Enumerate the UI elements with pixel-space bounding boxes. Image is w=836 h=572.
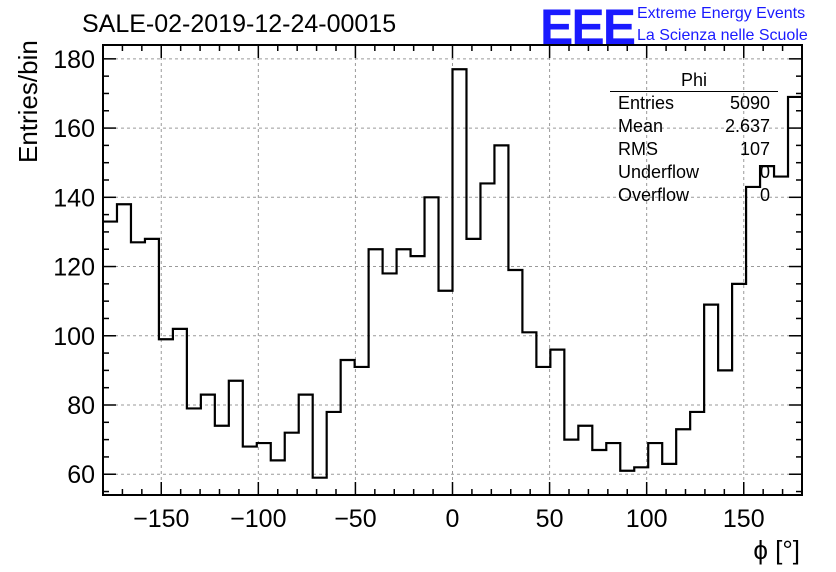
stats-label: Mean — [618, 116, 664, 136]
stats-row-mean: Mean 2.637 — [610, 115, 778, 138]
stats-label: Entries — [618, 93, 675, 113]
axis-tick-labels: −150 −100 −50 0 50 100 150 60 80 100 120 140 160 180 — [53, 46, 764, 533]
axis-ticks — [102, 45, 803, 495]
y-axis-label: Entries/bin — [13, 40, 43, 163]
x-tick-label: 100 — [626, 505, 668, 533]
y-tick-label: 160 — [53, 115, 95, 143]
y-tick-label: 120 — [53, 254, 95, 282]
histogram-line — [103, 68, 802, 479]
stats-label: RMS — [618, 139, 658, 159]
y-tick-label: 60 — [67, 461, 95, 489]
stats-value: 5090 — [729, 93, 770, 113]
y-tick-label: 100 — [53, 323, 95, 351]
stats-row-rms: RMS 107 — [610, 138, 778, 161]
histogram-title: SALE-02-2019-12-24-00015 — [82, 10, 397, 38]
stats-title: Phi — [610, 70, 778, 92]
stats-label: Overflow — [618, 185, 690, 205]
x-tick-label: −50 — [334, 505, 376, 533]
eee-logo-line1: Extreme Energy Events — [637, 5, 806, 22]
stats-value: 2.637 — [724, 116, 770, 136]
y-tick-label: 140 — [53, 184, 95, 212]
stats-row-entries: Entries 5090 — [610, 92, 778, 115]
stats-value: 107 — [739, 139, 770, 159]
eee-logo-line2: La Scienza nelle Scuole — [637, 27, 808, 44]
stats-value: 0 — [759, 162, 770, 182]
eee-logo-mark: EEE — [540, 0, 636, 55]
y-tick-label: 80 — [67, 392, 95, 420]
stats-value: 0 — [759, 185, 770, 205]
stats-row-overflow: Overflow 0 — [610, 184, 778, 207]
x-tick-label: 150 — [723, 505, 765, 533]
x-tick-label: 0 — [446, 505, 460, 533]
stats-row-underflow: Underflow 0 — [610, 161, 778, 184]
x-axis-label: ϕ [°] — [753, 535, 800, 565]
x-tick-label: −150 — [133, 505, 189, 533]
x-tick-label: 50 — [536, 505, 564, 533]
stats-box: Phi Entries 5090 Mean 2.637 RMS 107 Unde… — [610, 70, 778, 207]
stats-label: Underflow — [618, 162, 700, 182]
x-tick-label: −100 — [230, 505, 286, 533]
y-tick-label: 180 — [53, 46, 95, 74]
